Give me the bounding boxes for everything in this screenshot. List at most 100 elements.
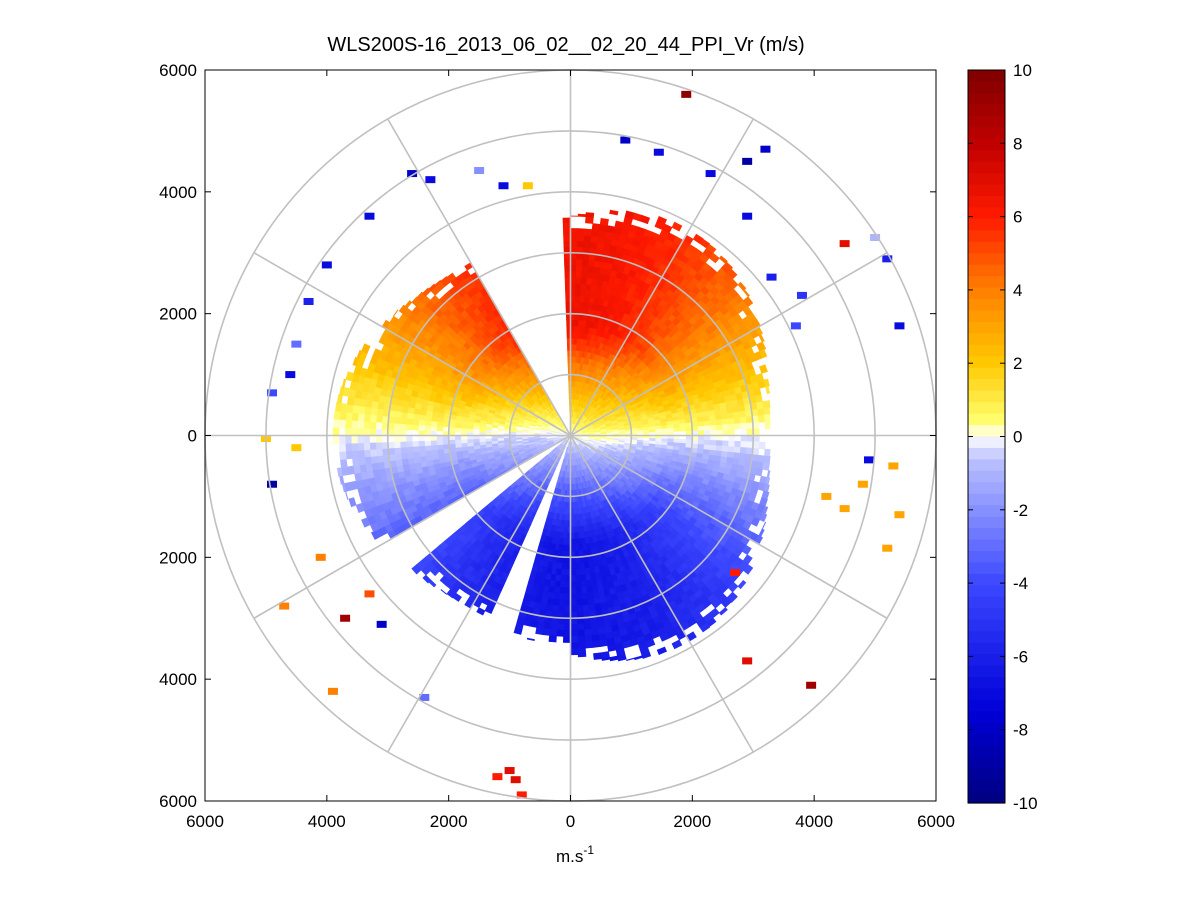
- field-bin: [656, 429, 662, 432]
- field-bin: [371, 408, 378, 416]
- field-bin: [400, 447, 407, 453]
- field-bin: [406, 424, 412, 430]
- field-bin: [729, 430, 735, 436]
- field-bin: [364, 414, 371, 422]
- field-bin: [582, 593, 588, 600]
- field-bin: [735, 430, 741, 436]
- field-bin: [741, 429, 747, 435]
- field-bin: [376, 422, 382, 429]
- field-bin: [394, 423, 400, 429]
- field-bin: [591, 629, 599, 636]
- field-bin: [355, 473, 363, 482]
- field-bin: [680, 427, 686, 431]
- field-bin: [376, 415, 383, 422]
- field-bin: [370, 442, 376, 449]
- field-bin: [592, 641, 600, 648]
- field-bin: [577, 606, 583, 612]
- field-bin: [431, 450, 438, 456]
- field-bin: [578, 654, 586, 657]
- field-bin: [571, 265, 577, 271]
- field-bin: [412, 430, 418, 436]
- field-bin: [394, 447, 401, 454]
- field-bin: [581, 278, 587, 285]
- field-bin: [555, 581, 561, 588]
- field-bin: [406, 436, 412, 442]
- field-bin: [571, 624, 578, 630]
- field-bin: [578, 642, 586, 649]
- field-bin: [376, 449, 383, 456]
- field-bin: [765, 422, 770, 429]
- field-bin: [553, 599, 559, 606]
- field-bin: [564, 630, 571, 636]
- field-bin: [418, 425, 424, 431]
- field-bin: [339, 436, 345, 444]
- field-bin: [722, 419, 729, 425]
- field-bin: [574, 521, 577, 527]
- field-bin: [571, 630, 578, 636]
- field-bin: [467, 439, 473, 443]
- field-bin: [388, 429, 394, 435]
- field-bin: [575, 302, 580, 308]
- field-bin: [585, 568, 591, 575]
- field-bin: [351, 420, 358, 428]
- field-bin: [764, 415, 770, 422]
- field-bin: [581, 284, 587, 291]
- field-bin: [552, 605, 559, 612]
- field-bin: [473, 439, 479, 443]
- field-bin: [735, 441, 741, 447]
- field-bin: [571, 259, 577, 265]
- field-bin: [722, 425, 728, 431]
- field-bin: [394, 429, 400, 435]
- field-bin: [576, 600, 582, 606]
- field-bin: [543, 629, 551, 636]
- field-bin: [437, 426, 443, 431]
- field-bin: [388, 436, 394, 442]
- field-bin: [574, 539, 578, 545]
- field-bin: [346, 451, 353, 459]
- field-bin: [729, 436, 735, 442]
- field-bin: [576, 283, 582, 289]
- field-bin: [401, 453, 408, 460]
- field-bin: [554, 587, 560, 594]
- field-bin: [395, 453, 402, 460]
- field-bin: [571, 241, 578, 247]
- field-bin: [407, 452, 414, 458]
- field-bin: [559, 594, 565, 600]
- field-bin: [698, 422, 705, 427]
- field-bin: [431, 440, 437, 445]
- field-bin: [560, 581, 566, 587]
- field-bin: [722, 441, 728, 447]
- field-bin: [728, 447, 735, 453]
- field-bin: [729, 441, 735, 447]
- field-bin: [574, 545, 578, 551]
- field-bin: [575, 575, 580, 581]
- field-bin: [574, 527, 578, 533]
- field-bin: [357, 443, 364, 451]
- field-bin: [339, 443, 346, 451]
- field-bin: [735, 424, 741, 430]
- field-bin: [586, 580, 592, 587]
- field-bin: [722, 446, 729, 452]
- field-bin: [406, 430, 412, 436]
- field-bin: [563, 636, 570, 642]
- field-bin: [734, 418, 741, 424]
- field-bin: [560, 575, 565, 581]
- field-bin: [585, 229, 593, 236]
- field-bin: [704, 440, 710, 445]
- field-bin: [668, 428, 674, 432]
- field-bin: [578, 539, 582, 545]
- field-bin: [571, 606, 577, 612]
- field-bin: [741, 442, 747, 448]
- field-bin: [370, 436, 376, 443]
- field-bin: [578, 636, 585, 643]
- field-bin: [370, 429, 376, 436]
- field-bin: [600, 218, 608, 225]
- field-bin: [345, 436, 351, 444]
- field-bin: [710, 420, 717, 426]
- field-bin: [351, 443, 358, 451]
- field-bin: [565, 588, 571, 594]
- field-bin: [406, 418, 413, 424]
- field-bin: [394, 442, 400, 448]
- field-bin: [363, 428, 369, 435]
- field-bin: [400, 441, 406, 447]
